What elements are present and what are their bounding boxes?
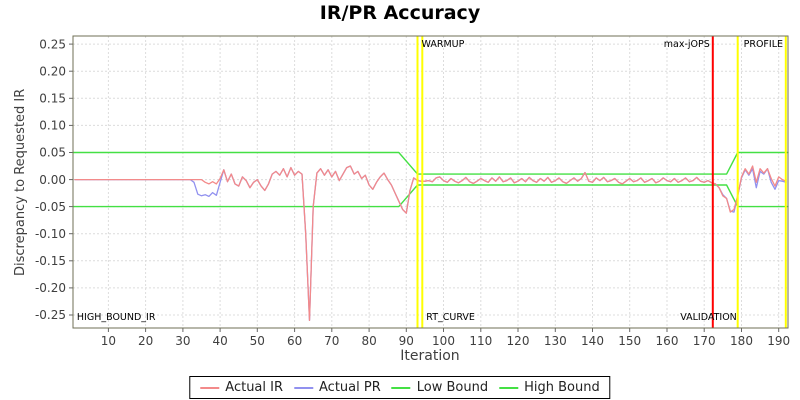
x-tick-label: 120	[507, 334, 530, 348]
y-tick-label: -0.15	[35, 254, 66, 268]
y-tick-label: 0.20	[39, 64, 66, 78]
y-tick-label: -0.10	[35, 227, 66, 241]
x-tick-label: 60	[287, 334, 302, 348]
series-high-bound	[72, 151, 789, 175]
legend-label: Actual IR	[225, 380, 284, 395]
x-tick-label: 90	[399, 334, 414, 348]
legend-swatch	[499, 386, 519, 389]
event-label: PROFILE	[744, 39, 783, 50]
event-label: HIGH_BOUND_IR	[77, 312, 156, 323]
legend-label: Low Bound	[416, 380, 489, 395]
legend-swatch	[294, 386, 314, 389]
legend-swatch	[200, 386, 220, 389]
x-tick-label: 50	[250, 334, 265, 348]
legend: Actual IR Actual PR Low Bound High Bound	[189, 376, 611, 399]
y-tick-label: 0.15	[39, 92, 66, 106]
x-tick-label: 100	[432, 334, 455, 348]
series-actual-ir	[74, 165, 787, 322]
x-tick-label: 130	[544, 334, 567, 348]
x-tick-label: 80	[361, 334, 376, 348]
y-tick-label: -0.25	[35, 308, 66, 322]
legend-swatch	[391, 386, 411, 389]
chart-title: IR/PR Accuracy	[319, 2, 481, 24]
y-tick-label: 0.00	[39, 173, 66, 187]
x-tick-label: 170	[693, 334, 716, 348]
x-tick-label: 190	[767, 334, 790, 348]
y-tick-label: -0.05	[35, 200, 66, 214]
y-tick-label: 0.10	[39, 119, 66, 133]
legend-item-high-bound: High Bound	[499, 380, 600, 395]
legend-label: Actual PR	[319, 380, 381, 395]
x-tick-label: 30	[175, 334, 190, 348]
x-tick-label: 10	[101, 334, 116, 348]
event-label: RT_CURVE	[426, 312, 475, 323]
legend-item-low-bound: Low Bound	[391, 380, 489, 395]
x-tick-label: 180	[730, 334, 753, 348]
x-tick-label: 110	[469, 334, 492, 348]
x-tick-label: 140	[581, 334, 604, 348]
x-tick-label: 40	[212, 334, 227, 348]
x-tick-label: 70	[324, 334, 339, 348]
y-axis-label: Discrepancy to Requested IR	[13, 88, 28, 276]
x-tick-label: 160	[656, 334, 679, 348]
x-tick-label: 20	[138, 334, 153, 348]
legend-item-actual-ir: Actual IR	[200, 380, 283, 395]
series-low-bound	[72, 184, 789, 208]
y-tick-label: 0.05	[39, 146, 66, 160]
y-tick-label: 0.25	[39, 37, 66, 51]
event-label: WARMUP	[422, 39, 465, 50]
series-actual-pr	[74, 165, 787, 322]
y-tick-label: -0.20	[35, 281, 66, 295]
event-label: max-jOPS	[664, 39, 710, 50]
event-label: VALIDATION	[680, 312, 737, 323]
legend-item-actual-pr: Actual PR	[294, 380, 381, 395]
x-tick-label: 150	[618, 334, 641, 348]
legend-label: High Bound	[524, 380, 600, 395]
x-axis-label: Iteration	[400, 348, 460, 364]
